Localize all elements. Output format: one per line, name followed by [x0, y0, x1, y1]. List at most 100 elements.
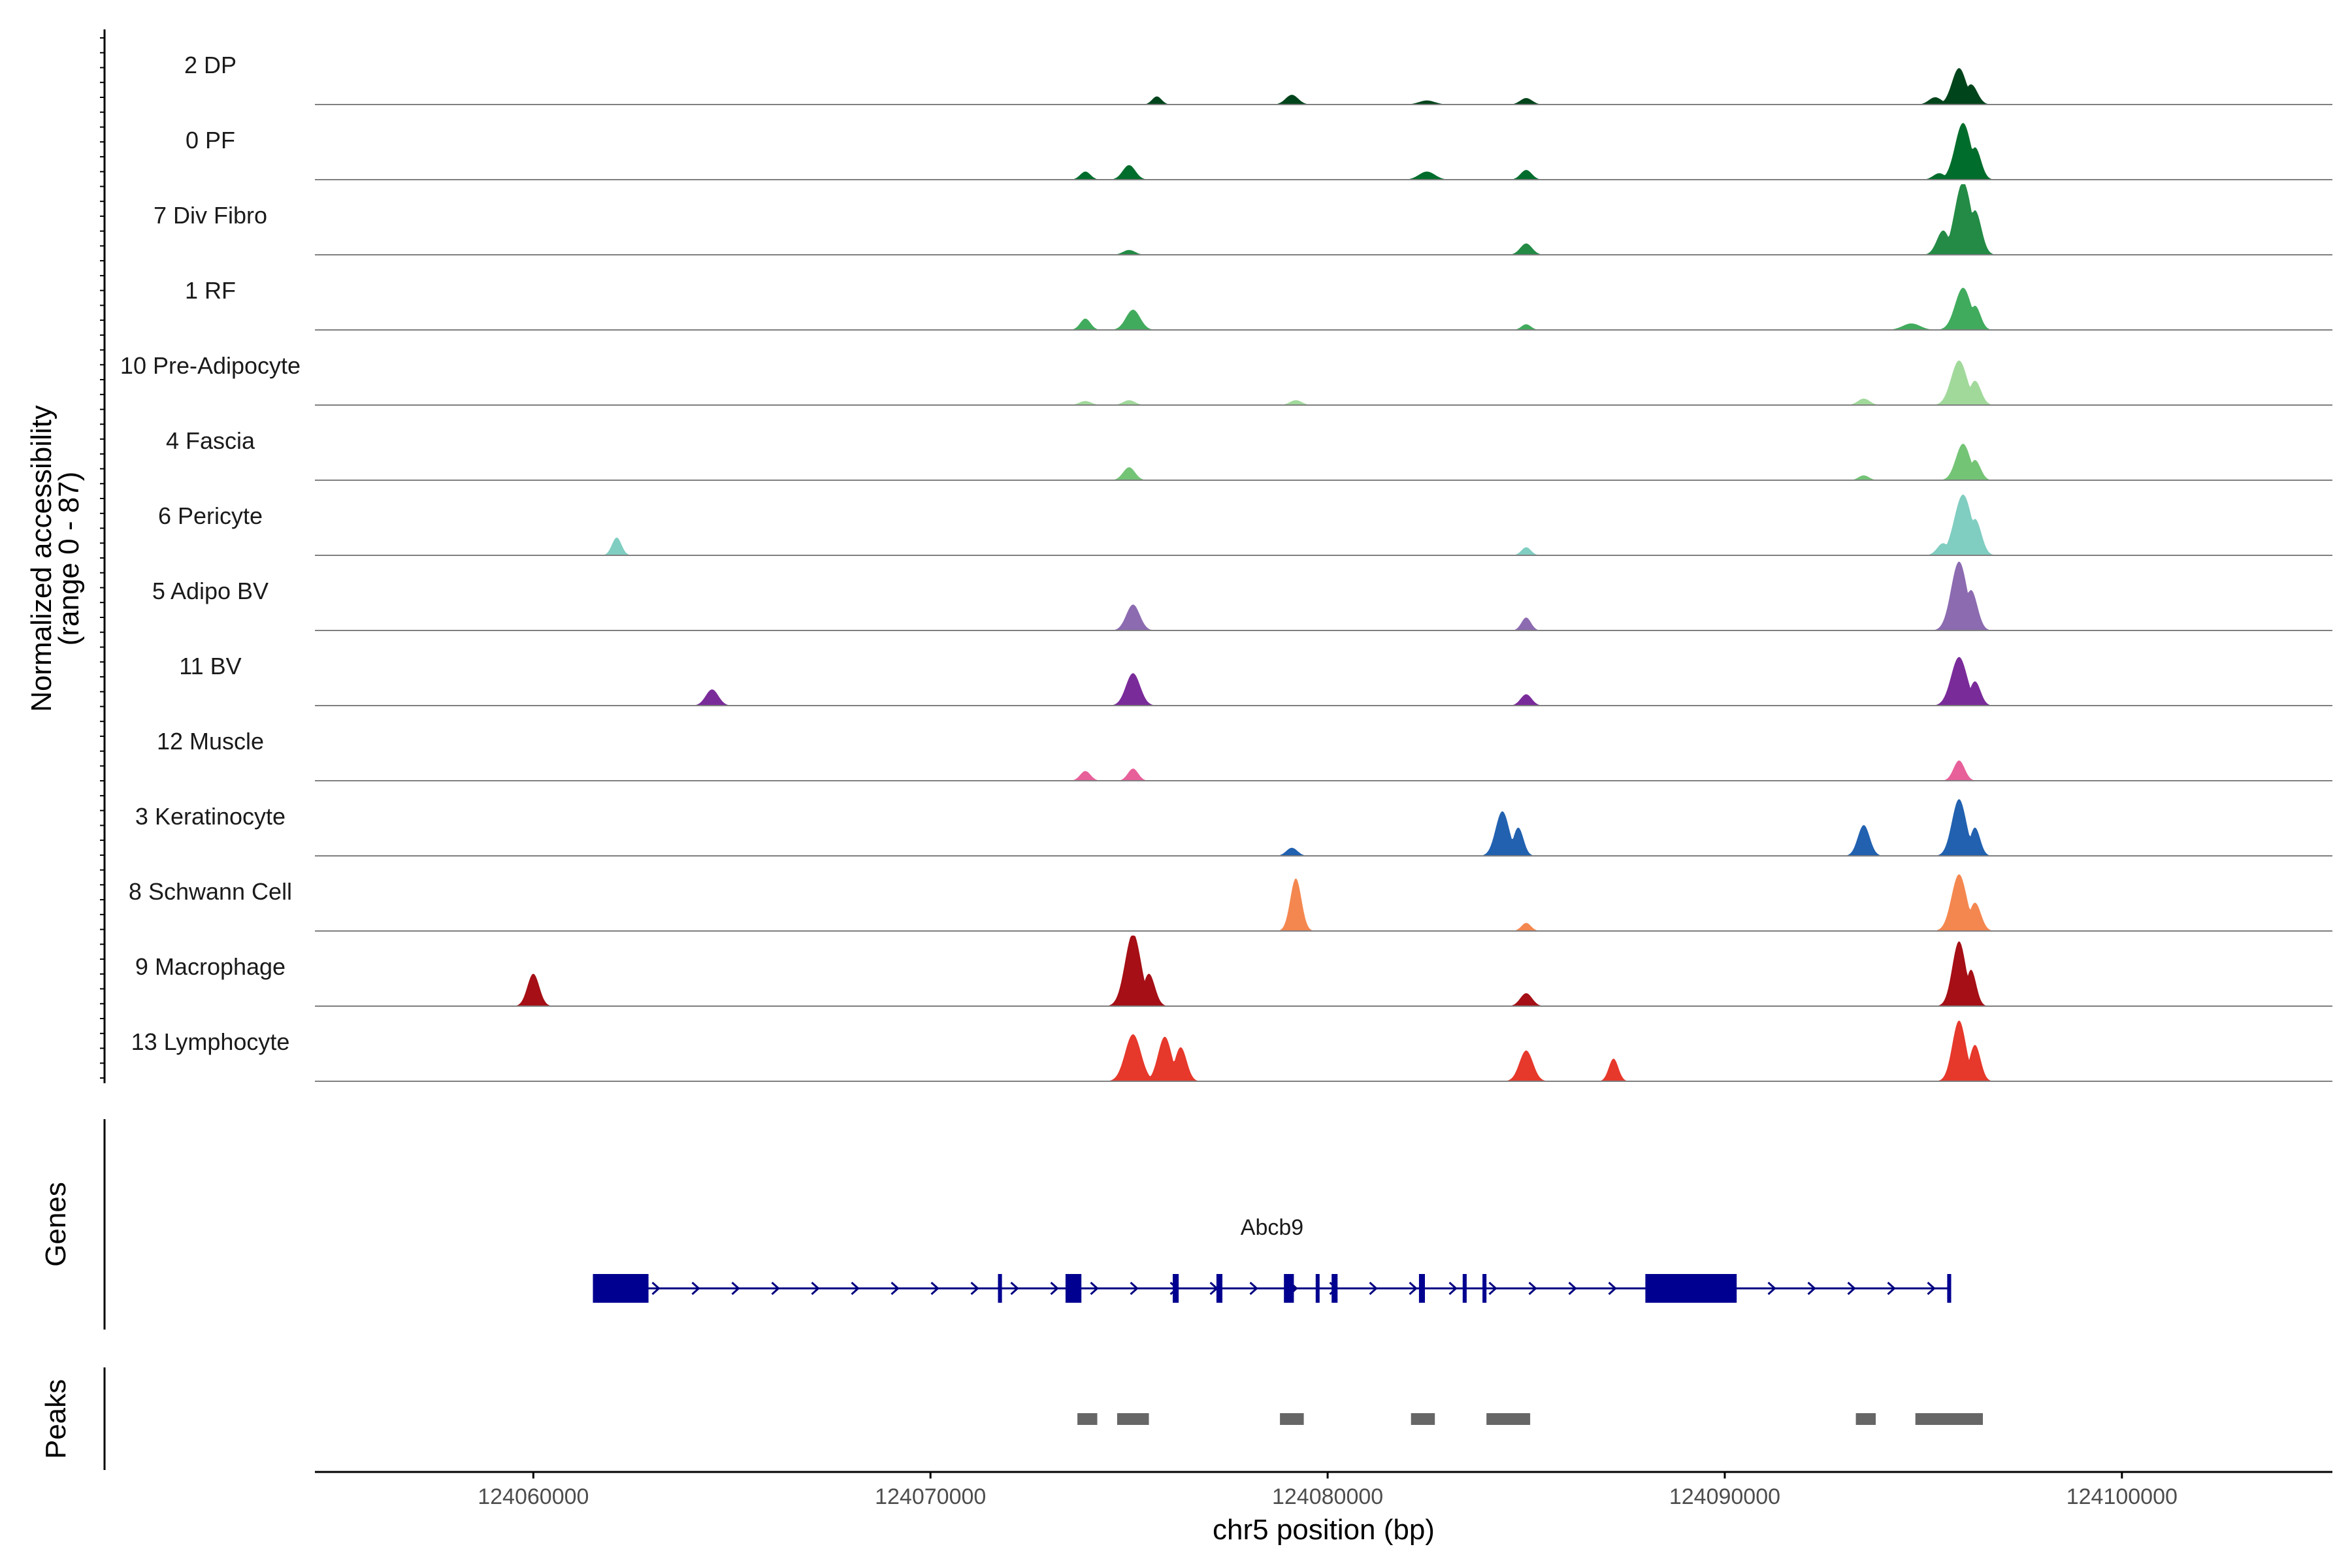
track-label: 0 PF [186, 127, 235, 154]
track-6-pericyte: 6 Pericyte [158, 495, 2332, 556]
x-tick-label: 124080000 [1272, 1484, 1383, 1509]
gene-exon [593, 1274, 649, 1303]
track-label: 9 Macrophage [135, 953, 286, 980]
gene-panel: Genes Abcb9 [40, 1119, 1952, 1330]
track-label: 13 Lymphocyte [131, 1028, 290, 1055]
track-1-rf: 1 RF [185, 277, 2332, 331]
peak-region [1280, 1413, 1304, 1425]
track-label: 2 DP [184, 52, 237, 78]
strand-arrow [1887, 1281, 1896, 1296]
x-tick-label: 124060000 [478, 1484, 589, 1509]
y-axis-range: (range 0 - 87) [53, 472, 85, 646]
gene-exon [1418, 1274, 1425, 1303]
track-label: 8 Schwann Cell [129, 878, 292, 905]
gene-exon [1315, 1274, 1320, 1303]
gene-track-label: Genes [40, 1182, 72, 1267]
strand-arrow [1448, 1281, 1458, 1296]
strand-arrow [1488, 1281, 1497, 1296]
track-11-bv: 11 BV [179, 653, 2332, 706]
track-label: 7 Div Fibro [154, 202, 267, 229]
coverage-area [315, 561, 2332, 630]
strand-arrow [1568, 1281, 1577, 1296]
strand-arrow [970, 1281, 979, 1296]
coverage-area [315, 287, 2332, 330]
track-10-pre-adipocyte: 10 Pre-Adipocyte [120, 352, 2332, 406]
peaks-panel: Peaks [40, 1367, 1983, 1470]
x-tick-label: 124070000 [875, 1484, 986, 1509]
coverage-area [315, 1021, 2332, 1081]
strand-arrow [851, 1281, 860, 1296]
strand-arrow [1369, 1281, 1378, 1296]
x-axis-title: chr5 position (bp) [1213, 1514, 1435, 1546]
x-axis: 124060000 124070000 124080000 124090000 1241… [315, 1471, 2332, 1509]
x-tick-label: 124090000 [1669, 1484, 1780, 1509]
gene-exon [1947, 1274, 1952, 1303]
coverage-y-axis [100, 29, 106, 1083]
gene-exon [1482, 1274, 1487, 1303]
track-8-schwann-cell: 8 Schwann Cell [129, 874, 2332, 932]
gene-exon [998, 1274, 1002, 1303]
coverage-area [315, 68, 2332, 105]
strand-arrow [1528, 1281, 1537, 1296]
track-4-fascia: 4 Fascia [166, 427, 2332, 481]
track-label: 3 Keratinocyte [135, 803, 286, 830]
track-0-pf: 0 PF [186, 123, 2332, 180]
strand-arrow [1090, 1281, 1099, 1296]
track-label: 1 RF [185, 277, 236, 304]
gene-exon [1216, 1274, 1222, 1303]
strand-arrow [1847, 1281, 1856, 1296]
gene-exon [1284, 1274, 1294, 1303]
strand-arrow [1249, 1281, 1258, 1296]
gene-exon [1065, 1274, 1082, 1303]
strand-arrow [1409, 1281, 1418, 1296]
gene-exon [1331, 1274, 1338, 1303]
strand-arrow [811, 1281, 820, 1296]
coverage-area [315, 184, 2332, 255]
coverage-area [315, 874, 2332, 931]
strand-arrow [771, 1281, 780, 1296]
strand-arrow [651, 1281, 661, 1296]
gene-abcb9: Abcb9 [593, 1215, 1952, 1303]
track-9-macrophage: 9 Macrophage [135, 936, 2332, 1007]
track-label: 5 Adipo BV [152, 578, 269, 604]
peak-region [1411, 1413, 1435, 1425]
coverage-area [315, 495, 2332, 555]
peaks-track-label: Peaks [40, 1379, 72, 1459]
coverage-area [315, 123, 2332, 180]
coverage-area [315, 657, 2332, 706]
gene-name-label: Abcb9 [1241, 1215, 1303, 1240]
gene-exon [1645, 1274, 1737, 1303]
peak-region [1486, 1413, 1531, 1425]
coverage-area [315, 799, 2332, 856]
peak-region [1117, 1413, 1149, 1425]
strand-arrow [890, 1281, 900, 1296]
y-axis-title: Normalized accessibility [25, 405, 57, 711]
coverage-area [315, 936, 2332, 1006]
coverage-area [315, 760, 2332, 781]
gene-exon [1462, 1274, 1467, 1303]
peak-region [1915, 1413, 1983, 1425]
strand-arrow [1927, 1281, 1936, 1296]
coverage-panel: 2 DP 0 PF 7 Div Fibro 1 RF 10 Pre-Adipocyte 4… [120, 52, 2332, 1082]
track-label: 4 Fascia [166, 427, 255, 454]
coverage-area [315, 360, 2332, 405]
strand-arrow [1010, 1281, 1019, 1296]
x-tick-label: 124100000 [2066, 1484, 2178, 1509]
strand-arrow [1767, 1281, 1776, 1296]
gene-exon [1173, 1274, 1179, 1303]
track-label: 6 Pericyte [158, 502, 263, 529]
track-5-adipo-bv: 5 Adipo BV [152, 561, 2332, 631]
strand-arrow [930, 1281, 939, 1296]
strand-arrow [1807, 1281, 1816, 1296]
strand-arrow [731, 1281, 740, 1296]
track-label: 12 Muscle [157, 728, 264, 755]
strand-arrow [1608, 1281, 1617, 1296]
track-label: 10 Pre-Adipocyte [120, 352, 301, 379]
track-7-div-fibro: 7 Div Fibro [154, 184, 2332, 255]
strand-arrow [1130, 1281, 1139, 1296]
peak-region [1077, 1413, 1098, 1425]
track-3-keratinocyte: 3 Keratinocyte [135, 799, 2332, 857]
track-label: 11 BV [179, 653, 241, 679]
peak-region [1855, 1413, 1876, 1425]
